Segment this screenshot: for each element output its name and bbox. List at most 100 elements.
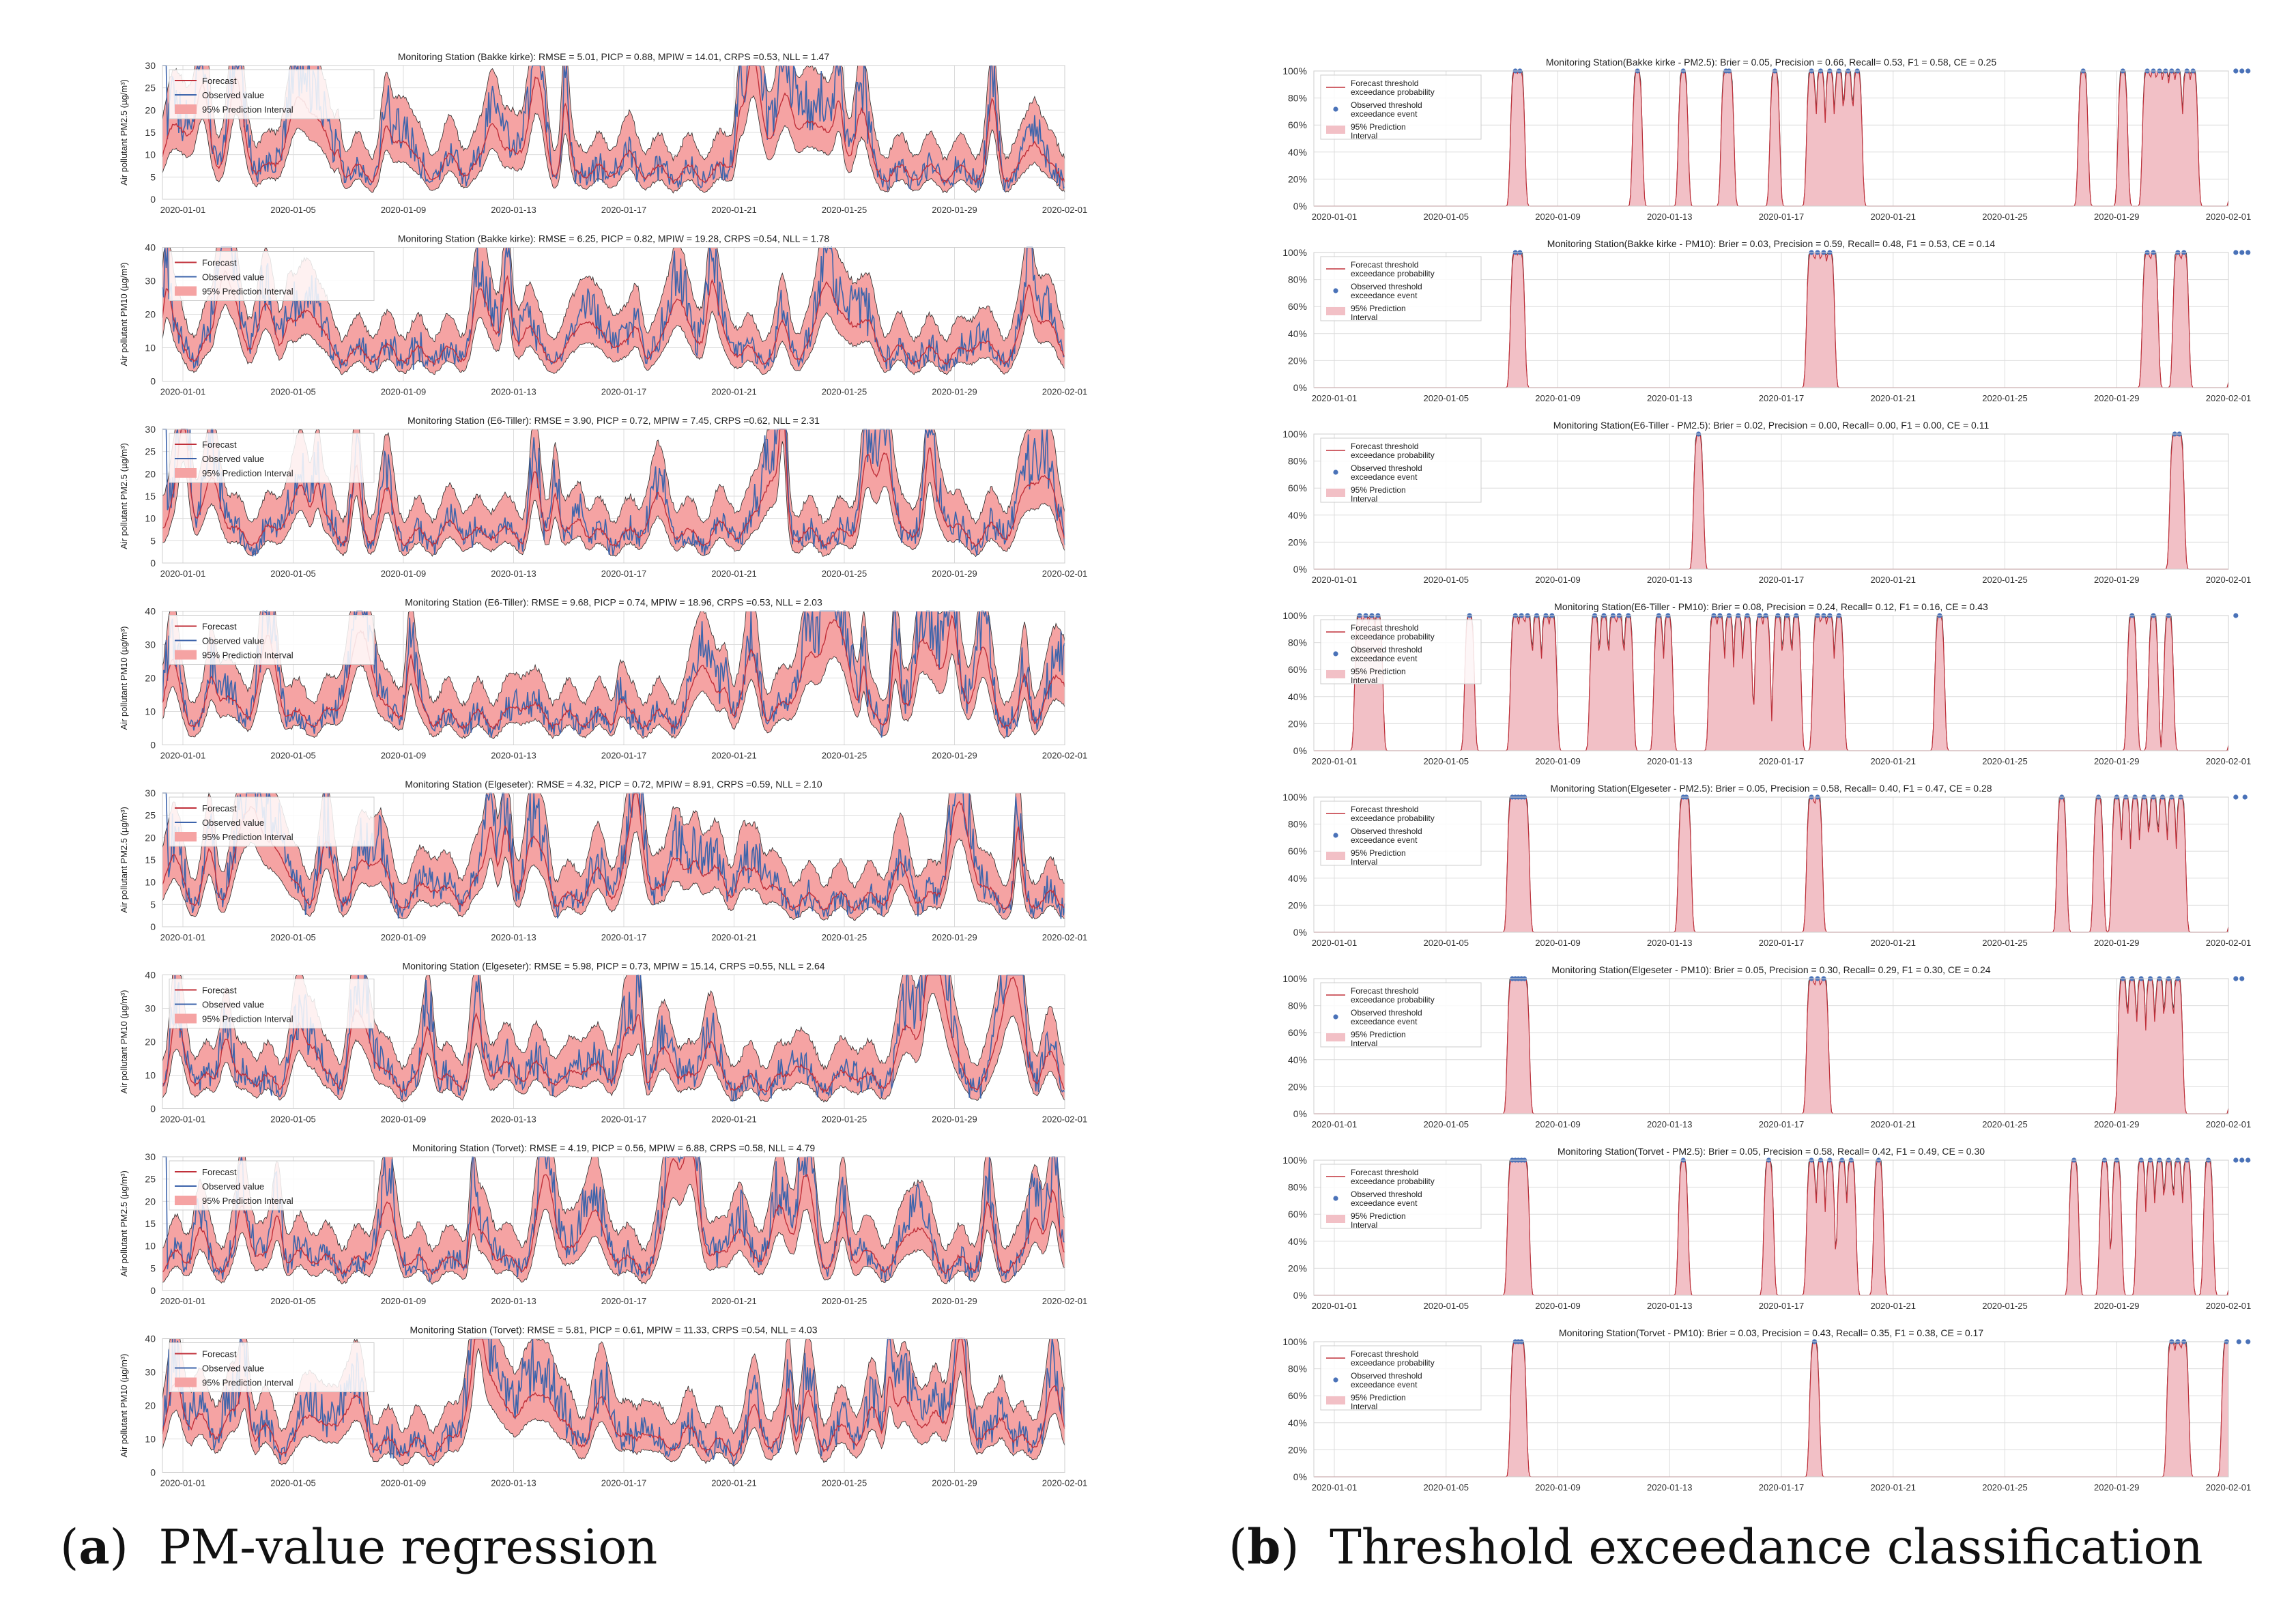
legend-label: 95% Prediction Interval [202, 1014, 293, 1024]
y-tick-label: 20% [1288, 1263, 1307, 1273]
plot-frame [162, 65, 1065, 200]
x-tick-label: 2020-01-17 [1759, 1119, 1805, 1129]
plot-frame [1313, 252, 2229, 388]
chart-b-1: Monitoring Station(Bakke kirke - PM2.5):… [1282, 57, 2251, 222]
x-tick-label: 2020-01-25 [1982, 1119, 2028, 1129]
x-tick-label: 2020-01-25 [1982, 1482, 2028, 1493]
x-tick-label: 2020-01-13 [1647, 575, 1693, 585]
legend-label: Observed value [202, 636, 264, 646]
forecast-line [162, 792, 1065, 911]
x-tick-label: 2020-01-29 [2094, 212, 2140, 222]
y-tick-label: 40% [1288, 510, 1307, 521]
chart-b-4: Monitoring Station(E6-Tiller - PM10): Br… [1282, 601, 2251, 766]
y-tick-label: 20% [1288, 536, 1307, 547]
legend: Forecast threshold exceedance probability… [1320, 619, 1482, 685]
legend-label: Forecast [202, 803, 237, 813]
legend: Forecast threshold exceedance probability… [1320, 256, 1482, 322]
plot-frame [162, 429, 1065, 564]
legend-label: 95% Prediction Interval [1351, 667, 1406, 685]
legend-label: Forecast [202, 622, 237, 632]
x-tick-label: 2020-02-01 [1042, 568, 1088, 579]
forecast-line [162, 614, 1065, 730]
legend-label-line: exceedance event [1351, 291, 1418, 300]
legend-label-line: exceedance probability [1351, 87, 1435, 97]
x-tick-label: 2020-01-01 [1312, 938, 1358, 948]
legend-box [1320, 256, 1482, 321]
legend-label-line: Interval [1351, 676, 1377, 685]
legend-label-line: exceedance probability [1351, 269, 1435, 278]
legend-label: Observed value [202, 454, 264, 464]
y-tick-label: 25 [145, 83, 156, 93]
figure-canvas: Monitoring Station (Bakke kirke): RMSE =… [119, 51, 2251, 1493]
legend-box [169, 1342, 375, 1392]
chart-a-6: Monitoring Station (Elgeseter): RMSE = 5… [119, 961, 1087, 1125]
legend: Forecast Observed value 95% Prediction Int… [169, 69, 375, 119]
y-tick-label: 60% [1288, 664, 1307, 675]
chart-title: Monitoring Station(Elgeseter - PM10): Br… [1551, 964, 1990, 975]
x-tick-label: 2020-01-05 [270, 1296, 316, 1306]
legend-label: Observed value [202, 1181, 264, 1192]
x-tick-label: 2020-01-29 [2094, 1301, 2140, 1311]
y-tick-label: 20% [1288, 355, 1307, 366]
legend-box [169, 796, 375, 847]
y-tick-label: 15 [145, 127, 156, 138]
x-tick-label: 2020-01-25 [822, 932, 867, 942]
x-tick-label: 2020-01-25 [822, 1478, 867, 1488]
legend-label-line: exceedance event [1351, 109, 1418, 119]
legend: Forecast Observed value 95% Prediction Int… [169, 251, 375, 301]
x-tick-label: 2020-01-09 [1535, 1119, 1581, 1129]
y-tick-label: 80% [1288, 1182, 1307, 1193]
x-tick-label: 2020-01-21 [711, 1296, 757, 1306]
y-tick-label: 25 [145, 1174, 156, 1185]
legend-label: Observed threshold exceedance event [1351, 463, 1422, 482]
observed-line [162, 1155, 1065, 1283]
x-tick-label: 2020-01-17 [1759, 756, 1805, 766]
x-tick-label: 2020-01-17 [601, 205, 647, 215]
legend-box [1320, 1345, 1482, 1411]
x-tick-label: 2020-01-17 [601, 751, 647, 761]
y-tick-label: 20% [1288, 1081, 1307, 1092]
chart-b-2: Monitoring Station(Bakke kirke - PM10): … [1282, 238, 2251, 403]
legend-label: Forecast threshold exceedance probability [1351, 623, 1435, 642]
forecast-line [162, 1156, 1065, 1276]
legend-label-line: 95% Prediction [1351, 1211, 1406, 1221]
x-tick-label: 2020-01-17 [1759, 575, 1805, 585]
x-tick-label: 2020-01-01 [160, 1478, 206, 1488]
y-tick-label: 80% [1288, 456, 1307, 467]
x-tick-label: 2020-01-25 [1982, 393, 2028, 403]
legend-swatch [1333, 1196, 1338, 1201]
legend-swatch [1326, 1033, 1345, 1041]
legend-label-line: exceedance event [1351, 835, 1418, 845]
x-tick-label: 2020-01-13 [1647, 393, 1693, 403]
legend-swatch [175, 650, 197, 660]
x-tick-label: 2020-01-09 [381, 932, 427, 942]
x-tick-label: 2020-02-01 [2206, 212, 2252, 222]
legend-label: 95% Prediction Interval [202, 832, 293, 842]
x-tick-label: 2020-01-05 [270, 932, 316, 942]
legend-box [169, 251, 375, 301]
observed-line [162, 792, 1065, 919]
x-tick-label: 2020-01-17 [1759, 212, 1805, 222]
legend-label: 95% Prediction Interval [202, 468, 293, 478]
legend-label-line: 95% Prediction [1351, 485, 1406, 495]
caption-b: (b) Threshold exceedance classification [1229, 1518, 2203, 1575]
x-tick-label: 2020-01-05 [270, 387, 316, 397]
legend-label-line: Interval [1351, 1220, 1377, 1230]
chart-a-8: Monitoring Station (Torvet): RMSE = 5.81… [119, 1325, 1087, 1488]
y-tick-label: 60% [1288, 482, 1307, 493]
x-tick-label: 2020-01-29 [2094, 575, 2140, 585]
x-tick-label: 2020-01-09 [381, 1296, 427, 1306]
legend-label: 95% Prediction Interval [202, 1196, 293, 1206]
y-axis-label: Air pollutant PM2.5 (µg/m³) [119, 807, 129, 913]
x-tick-label: 2020-01-13 [491, 932, 536, 942]
x-tick-label: 2020-01-29 [932, 932, 977, 942]
x-tick-label: 2020-01-21 [1871, 1119, 1917, 1129]
legend-label-line: Forecast threshold [1351, 986, 1418, 996]
x-tick-label: 2020-01-13 [491, 751, 536, 761]
y-tick-label: 0 [150, 1467, 156, 1478]
x-tick-label: 2020-01-01 [160, 387, 206, 397]
x-tick-label: 2020-01-09 [381, 387, 427, 397]
x-tick-label: 2020-01-21 [1871, 1482, 1917, 1493]
x-tick-label: 2020-01-29 [932, 1114, 977, 1125]
x-tick-label: 2020-01-01 [160, 568, 206, 579]
